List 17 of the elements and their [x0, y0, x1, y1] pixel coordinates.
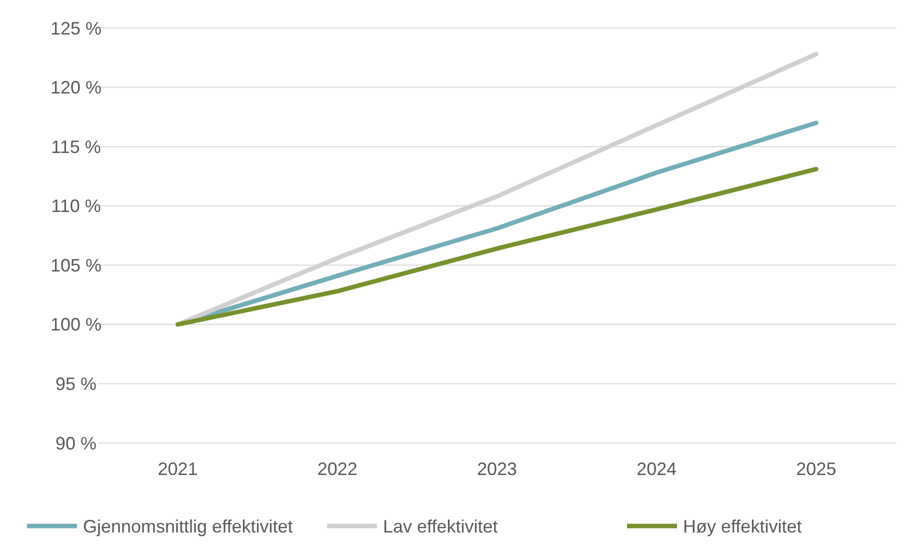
y-tick-label: 110 % — [51, 196, 101, 216]
line-series — [176, 166, 818, 327]
y-tick-label: 115 % — [51, 136, 101, 157]
x-tick-label: 2023 — [476, 459, 518, 479]
legend-label: Gjennomsnittlig effektivitet — [83, 516, 293, 536]
y-tick-label: 100 % — [50, 314, 102, 335]
y-tick-label: 95 % — [55, 374, 97, 394]
y-tick-label: 120 % — [50, 78, 102, 98]
x-tick-label: 2025 — [796, 459, 836, 479]
x-tick-label: 2022 — [317, 459, 358, 479]
y-tick-label: 125 % — [50, 18, 102, 38]
x-tick-label: 2021 — [158, 459, 198, 479]
y-tick-label: 90 % — [55, 433, 97, 454]
x-tick-label: 2024 — [636, 459, 677, 479]
legend-label: Høy effektivitet — [683, 516, 802, 536]
y-tick-label: 105 % — [50, 255, 102, 276]
legend-label: Lav effektivitet — [383, 516, 498, 536]
